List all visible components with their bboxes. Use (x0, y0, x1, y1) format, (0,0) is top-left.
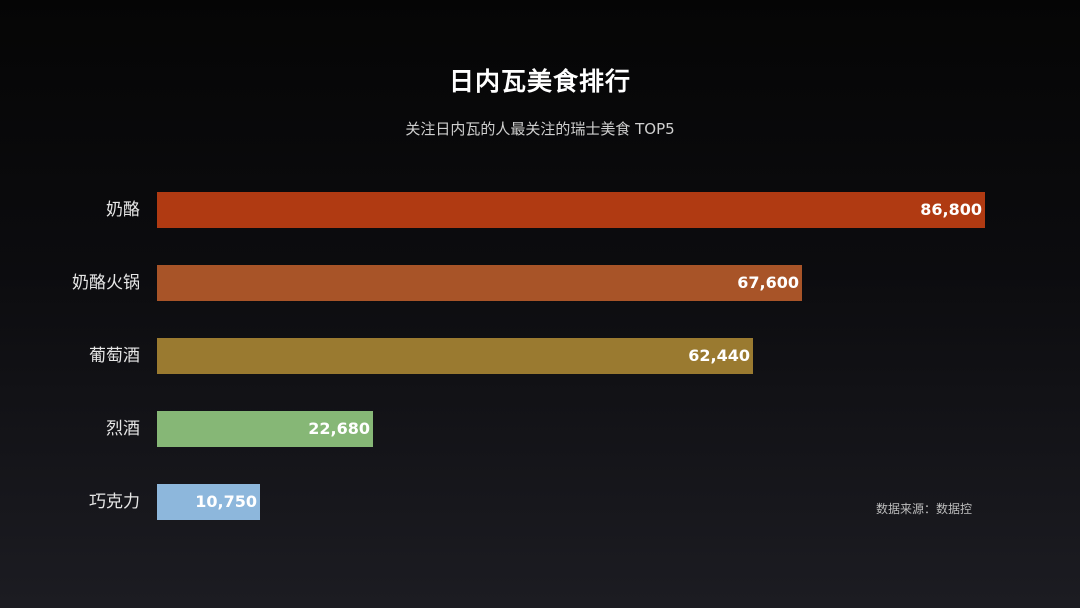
category-label: 奶酪火锅 (72, 273, 140, 293)
chart-subtitle: 关注日内瓦的人最关注的瑞士美食 TOP5 (405, 120, 675, 138)
category-label: 烈酒 (106, 419, 140, 439)
chart-title: 日内瓦美食排行 (448, 67, 631, 96)
bar: 86,800 (157, 192, 985, 228)
category-label: 葡萄酒 (89, 346, 140, 366)
bar: 62,440 (157, 338, 753, 374)
bar-value-label: 67,600 (737, 273, 799, 292)
category-label: 奶酪 (106, 200, 140, 220)
bar: 22,680 (157, 411, 373, 447)
bar: 10,750 (157, 484, 260, 520)
bar-value-label: 62,440 (688, 346, 750, 365)
bar-value-label: 10,750 (195, 492, 257, 511)
data-source-note: 数据来源：数据控 (876, 502, 973, 516)
bar: 67,600 (157, 265, 802, 301)
category-label: 巧克力 (89, 492, 140, 512)
bar-value-label: 86,800 (920, 200, 982, 219)
bar-value-label: 22,680 (308, 419, 370, 438)
